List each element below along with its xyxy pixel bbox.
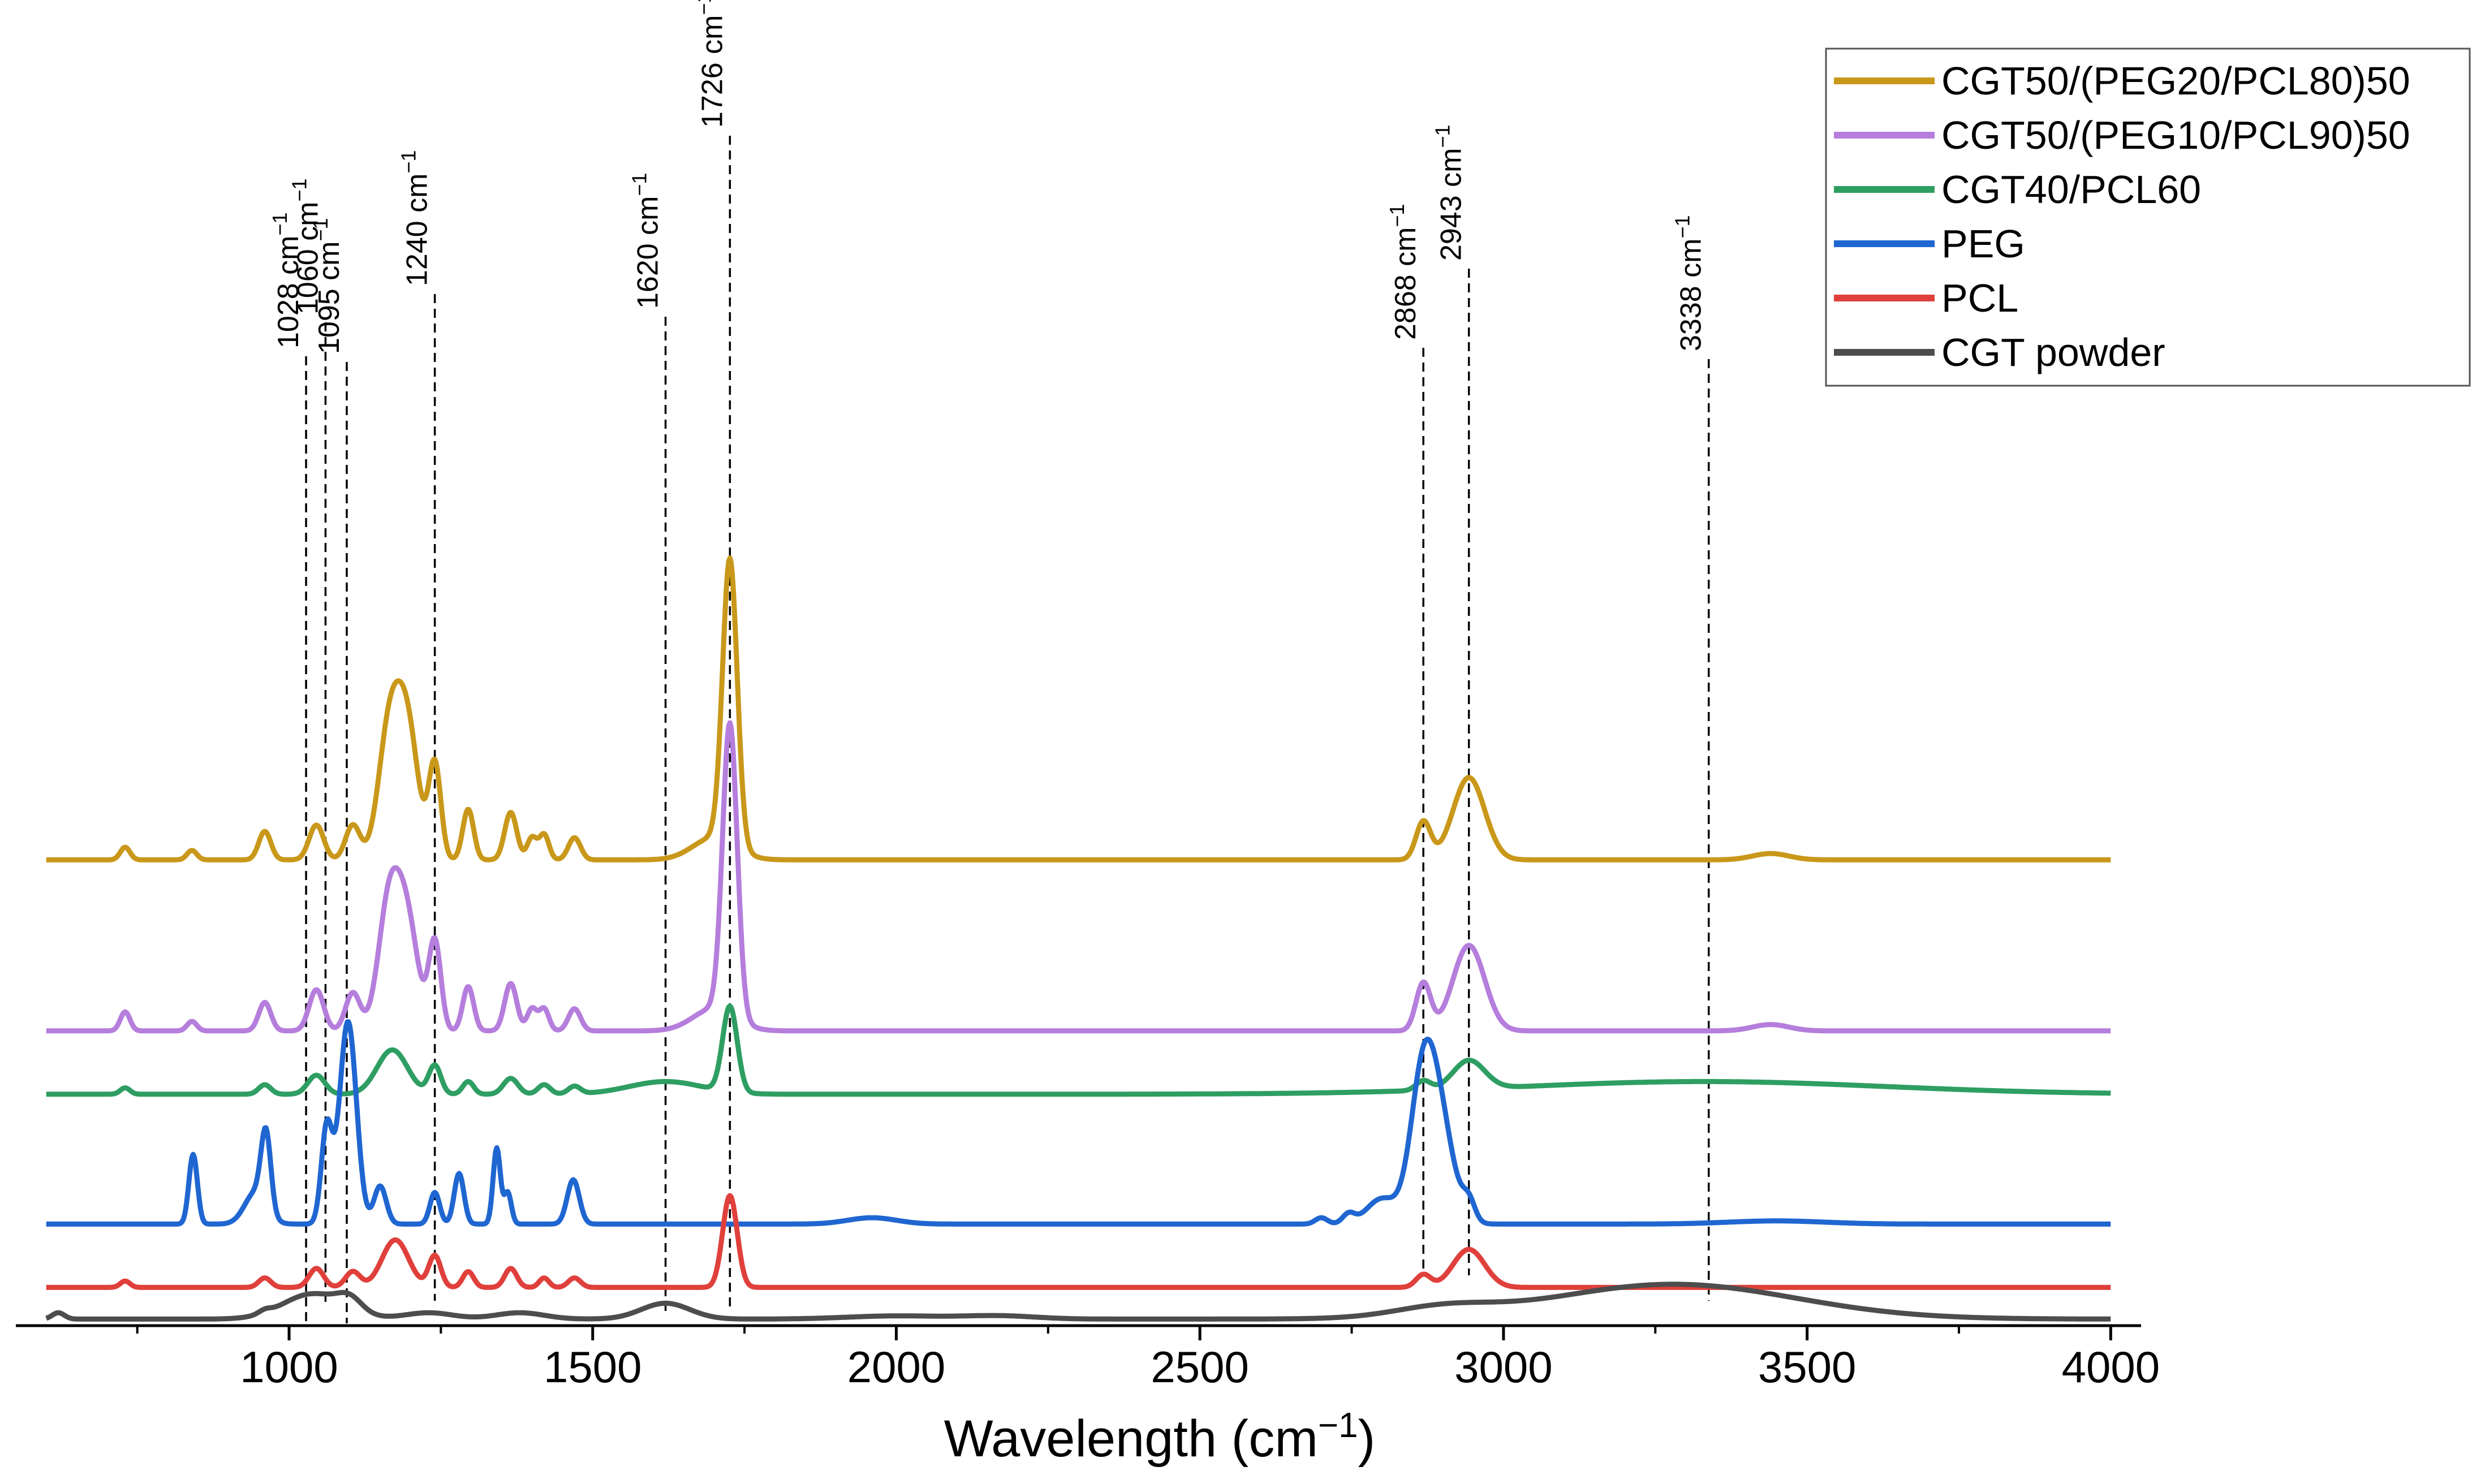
series-line <box>45 1282 2112 1322</box>
legend-label: PCL <box>1941 276 2018 320</box>
annotation-label: 2943 cm−1 <box>1431 125 1468 261</box>
x-tick-label: 2000 <box>847 1342 946 1392</box>
annotation-label: 1620 cm−1 <box>628 173 665 309</box>
series-line <box>45 720 2112 1034</box>
annotation-label: 1726 cm−1 <box>692 0 729 128</box>
annotation-label: 1095 cm−1 <box>309 218 346 355</box>
annotation-label: 1060 cm−1 <box>287 179 324 315</box>
x-axis-ticks: 1000 1500 2000 2500 3000 3500 4000 <box>136 1326 2160 1392</box>
x-tick-label: 3000 <box>1454 1342 1553 1392</box>
annotation-label: 2868 cm−1 <box>1385 204 1422 340</box>
x-tick-label: 1000 <box>240 1342 338 1392</box>
annotation-label: 3338 cm−1 <box>1671 215 1708 352</box>
x-tick-label: 2500 <box>1151 1342 1249 1392</box>
legend-label: CGT powder <box>1941 330 2165 374</box>
legend-label: PEG <box>1941 222 2025 266</box>
annotation-label: 1240 cm−1 <box>397 150 434 287</box>
x-tick-label: 3500 <box>1758 1342 1857 1392</box>
x-axis-title: Wavelength (cm−1) <box>944 1406 1376 1468</box>
series-line <box>45 1003 2112 1097</box>
series-line <box>45 1019 2112 1227</box>
x-axis: 1000 1500 2000 2500 3000 3500 4000 Wavelength … <box>16 1324 2160 1468</box>
legend-label: CGT50/(PEG20/PCL80)50 <box>1941 59 2410 103</box>
legend-label: CGT50/(PEG10/PCL90)50 <box>1941 113 2410 157</box>
series-line <box>45 1193 2112 1290</box>
x-tick-label: 4000 <box>2062 1342 2160 1392</box>
legend: CGT50/(PEG20/PCL80)50 CGT50/(PEG10/PCL90)… <box>1825 48 2471 387</box>
legend-label: CGT40/PCL60 <box>1941 167 2201 212</box>
x-tick-label: 1500 <box>544 1342 642 1392</box>
annotation-label: 1028 cm−1 <box>268 213 305 349</box>
series-line <box>45 555 2112 862</box>
legend-box <box>1825 48 2471 387</box>
series-lines <box>45 555 2112 1322</box>
